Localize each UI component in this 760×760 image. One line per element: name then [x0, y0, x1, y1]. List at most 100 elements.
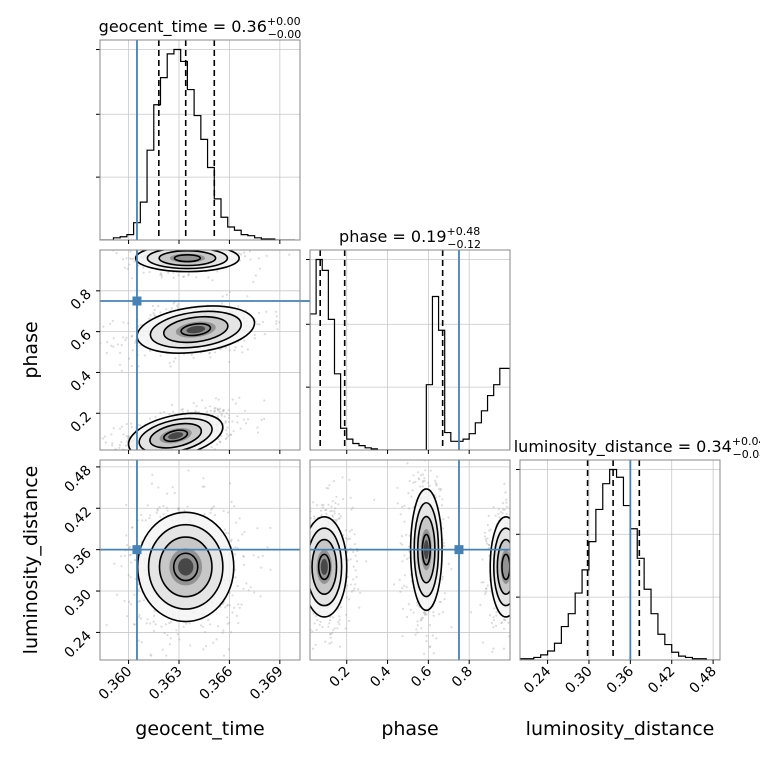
scatter-point: [431, 634, 434, 637]
scatter-point: [327, 503, 330, 506]
scatter-point: [110, 433, 113, 436]
scatter-point: [293, 565, 295, 567]
scatter-point: [503, 482, 506, 485]
scatter-point: [293, 593, 295, 595]
scatter-point: [406, 462, 409, 465]
scatter-point: [155, 454, 157, 456]
scatter-point: [215, 463, 217, 465]
scatter-point: [408, 480, 411, 483]
scatter-point: [257, 556, 260, 559]
scatter-point: [230, 500, 233, 503]
scatter-point: [425, 613, 428, 616]
scatter-point: [159, 411, 162, 415]
scatter-point: [243, 409, 247, 412]
scatter-point: [355, 576, 358, 579]
scatter-point: [131, 526, 134, 529]
scatter-point: [149, 622, 152, 625]
scatter-point: [180, 247, 182, 249]
scatter-point: [416, 631, 419, 634]
scatter-point: [512, 590, 514, 592]
scatter-point: [304, 569, 306, 571]
scatter-point: [417, 437, 419, 439]
scatter-point: [414, 480, 417, 483]
scatter-point: [111, 319, 114, 322]
scatter-point: [405, 585, 408, 589]
scatter-point: [497, 512, 500, 516]
scatter-point: [216, 625, 220, 628]
scatter-point: [332, 480, 335, 483]
scatter-point: [96, 574, 98, 576]
scatter-point: [146, 244, 148, 246]
scatter-point: [172, 276, 175, 279]
contour-phase_vs_geocent_time-1-2: [162, 315, 229, 344]
scatter-point: [269, 526, 272, 530]
scatter-point: [227, 409, 230, 412]
scatter-point: [258, 323, 261, 326]
scatter-point: [162, 513, 165, 516]
scatter-point: [168, 361, 171, 365]
scatter-point: [511, 576, 513, 578]
contour-phase_vs_geocent_time-0-3: [163, 429, 189, 443]
scatter-point: [516, 600, 518, 602]
scatter-point: [209, 247, 211, 249]
scatter-point: [525, 516, 527, 518]
scatter-point: [253, 337, 256, 340]
scatter-point: [488, 614, 491, 617]
scatter-point: [200, 247, 202, 249]
scatter-point: [237, 603, 240, 606]
scatter-point: [200, 399, 204, 402]
scatter-point: [262, 320, 265, 324]
scatter-point: [511, 566, 513, 568]
scatter-point: [202, 248, 204, 250]
scatter-point: [514, 573, 516, 575]
scatter-point: [421, 473, 424, 476]
scatter-point: [221, 295, 224, 298]
scatter-point: [208, 623, 212, 626]
scatter-point: [447, 516, 450, 519]
scatter-point: [94, 344, 96, 346]
scatter-point: [224, 421, 227, 424]
scatter-point: [217, 438, 220, 441]
scatter-point: [131, 335, 134, 338]
scatter-point: [511, 568, 513, 570]
scatter-point: [306, 530, 308, 532]
scatter-point: [525, 583, 527, 585]
scatter-point: [407, 492, 410, 495]
contour-luminosity_distance_vs_geocent_time-0-2: [158, 536, 213, 598]
scatter-point: [442, 518, 445, 521]
density-shade-luminosity_distance_vs_phase-0-4: [320, 558, 328, 575]
scatter-point: [488, 529, 491, 532]
scatter-point: [501, 502, 505, 505]
xtick-label-luminosity_distance-1: 0.30: [562, 664, 595, 697]
scatter-point: [224, 420, 227, 423]
scatter-point: [141, 519, 144, 522]
scatter-point: [419, 474, 423, 477]
scatter-point: [480, 581, 483, 584]
scatter-point: [353, 543, 357, 546]
scatter-point: [443, 545, 446, 548]
scatter-point: [513, 596, 515, 598]
scatter-point: [399, 590, 402, 593]
scatter-point: [230, 631, 233, 634]
scatter-point: [236, 415, 239, 418]
scatter-point: [419, 619, 422, 622]
scatter-point: [213, 407, 216, 410]
xtick-label-geocent_time-0: 0.360: [96, 664, 136, 704]
scatter-point: [103, 435, 106, 438]
scatter-point: [292, 586, 294, 588]
scatter-point: [515, 577, 517, 579]
scatter-point: [211, 242, 213, 244]
scatter-point: [185, 452, 187, 454]
scatter-point: [481, 641, 485, 644]
scatter-point: [166, 509, 169, 512]
scatter-point: [307, 572, 309, 574]
scatter-point: [511, 558, 513, 560]
scatter-point: [510, 552, 512, 554]
scatter-point: [125, 503, 128, 506]
scatter-point: [249, 258, 252, 261]
scatter-point: [306, 599, 308, 601]
scatter-point: [151, 245, 153, 247]
scatter-point: [513, 614, 515, 616]
scatter-point: [318, 623, 321, 627]
scatter-point: [423, 652, 426, 656]
